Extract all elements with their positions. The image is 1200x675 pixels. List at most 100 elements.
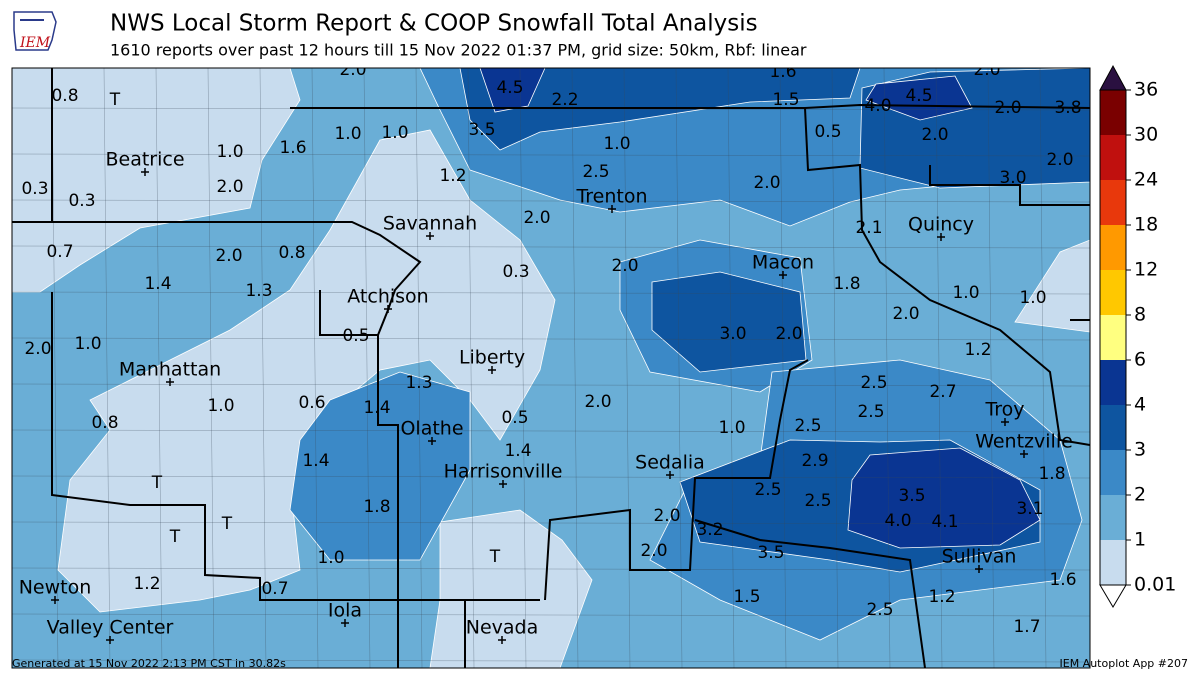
county-line: [12, 291, 1090, 295]
city-label: Nevada: [466, 617, 539, 639]
colorbar-tick-label: 0.01: [1134, 574, 1176, 596]
snowfall-label: 2.0: [1046, 150, 1073, 170]
snowfall-label: 2.1: [855, 218, 882, 238]
snowfall-label: 4.1: [931, 512, 958, 532]
colorbar-band: [1100, 180, 1126, 225]
colorbar-band: [1100, 270, 1126, 315]
colorbar-band: [1100, 405, 1126, 450]
snowfall-label: 2.5: [857, 402, 884, 422]
snowfall-label: 1.4: [363, 398, 390, 418]
city-label: Liberty: [459, 347, 525, 369]
colorbar-tick-label: 18: [1134, 214, 1158, 236]
snowfall-label: 2.0: [216, 177, 243, 197]
snowfall-label: 1.2: [928, 587, 955, 607]
county-line: [12, 475, 1090, 479]
county-line: [779, 68, 787, 668]
snowfall-label: 1.7: [1013, 617, 1040, 637]
city-marker: [1020, 450, 1028, 458]
snowfall-label: 2.0: [973, 60, 1000, 80]
colorbar-band: [1100, 450, 1126, 495]
subtitle: 1610 reports over past 12 hours till 15 …: [110, 41, 807, 60]
boundary: [929, 165, 1090, 206]
snowfall-label: 2.5: [794, 416, 821, 436]
snowfall-label: 1.2: [439, 166, 466, 186]
city-marker: [341, 619, 349, 627]
snowfall-label: 0.5: [342, 326, 369, 346]
snowfall-label: 2.0: [640, 541, 667, 561]
county-line: [467, 68, 475, 668]
colorbar-tick-label: 12: [1134, 259, 1158, 281]
colorbar-band: [1100, 360, 1126, 405]
snowfall-label: 3.8: [1054, 98, 1081, 118]
city-marker: [498, 636, 506, 644]
snowfall-label: 4.0: [864, 96, 891, 116]
county-line: [415, 68, 423, 668]
snowfall-label: 1.0: [1019, 288, 1046, 308]
snowfall-label: 1.4: [144, 274, 171, 294]
city-label: Atchison: [347, 286, 428, 308]
footer-left: Generated at 15 Nov 2022 2:13 PM CST in …: [12, 657, 286, 670]
title: NWS Local Storm Report & COOP Snowfall T…: [110, 11, 758, 37]
map-frame: [11, 67, 1091, 669]
snowfall-label: 2.0: [611, 256, 638, 276]
city-marker: [1001, 418, 1009, 426]
city-label: Harrisonville: [444, 461, 563, 483]
colorbar-under: [1099, 584, 1127, 608]
city-label: Trenton: [575, 186, 647, 208]
colorbar-tick-label: 2: [1134, 484, 1146, 506]
snowfall-contour: [865, 75, 973, 121]
snowfall-label: 1.0: [603, 134, 630, 154]
snowfall-label: 2.5: [804, 491, 831, 511]
county-line: [12, 245, 1090, 249]
snowfall-label: 1.0: [952, 283, 979, 303]
colorbar-tick-label: 30: [1134, 124, 1158, 146]
county-line: [12, 429, 1090, 433]
boundary: [377, 335, 399, 668]
colorbar-band: [1100, 540, 1126, 585]
snowfall-label: 1.0: [207, 396, 234, 416]
snowfall-label: 2.0: [892, 304, 919, 324]
snowfall-label: 4.0: [884, 511, 911, 531]
snowfall-label: 1.0: [718, 418, 745, 438]
snowfall-label: 3.0: [719, 324, 746, 344]
county-line: [259, 68, 267, 668]
county-line: [12, 659, 1090, 663]
city-marker: [384, 305, 392, 313]
county-line: [987, 68, 995, 668]
logo-shape: [13, 11, 57, 51]
snowfall-label: 1.5: [733, 587, 760, 607]
county-line: [12, 199, 1090, 203]
snowfall-label: 2.0: [24, 339, 51, 359]
snowfall-label: 1.0: [74, 334, 101, 354]
snowfall-label: 2.5: [866, 600, 893, 620]
county-line: [12, 613, 1090, 617]
city-marker: [166, 378, 174, 386]
snowfall-label: 3.5: [898, 486, 925, 506]
city-label: Sullivan: [942, 546, 1017, 568]
city-label: Valley Center: [47, 617, 174, 639]
snowfall-label: 2.0: [775, 324, 802, 344]
snowfall-label: 2.0: [994, 98, 1021, 118]
snowfall-label: 2.0: [215, 246, 242, 266]
boundary: [12, 221, 422, 336]
snowfall-label: 2.5: [582, 162, 609, 182]
county-line: [311, 68, 319, 668]
city-marker: [51, 596, 59, 604]
county-line: [935, 68, 943, 668]
snowfall-label: 0.8: [91, 413, 118, 433]
snowfall-label: 4.5: [496, 78, 523, 98]
footer-right: IEM Autoplot App #207: [1060, 657, 1189, 670]
colorbar-tick-label: 4: [1134, 394, 1146, 416]
colorbar-tick-label: 24: [1134, 169, 1158, 191]
snowfall-label: 0.3: [68, 191, 95, 211]
city-label: Manhattan: [119, 359, 221, 381]
colorbar-tick-label: 6: [1134, 349, 1146, 371]
snowfall-label: T: [151, 473, 163, 493]
county-line: [155, 68, 163, 668]
county-line: [207, 68, 215, 668]
city-label: Olathe: [400, 418, 463, 440]
city-marker: [106, 636, 114, 644]
snowfall-label: 1.4: [504, 441, 531, 461]
city-label: Troy: [984, 399, 1024, 421]
